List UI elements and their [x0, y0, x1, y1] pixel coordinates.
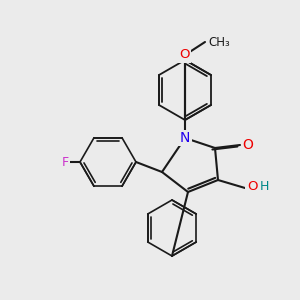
Text: F: F — [61, 155, 69, 169]
Text: O: O — [247, 179, 257, 193]
Text: H: H — [259, 179, 269, 193]
Text: O: O — [243, 138, 254, 152]
Text: O: O — [179, 49, 189, 62]
Text: N: N — [180, 131, 190, 145]
Text: CH₃: CH₃ — [208, 37, 230, 50]
